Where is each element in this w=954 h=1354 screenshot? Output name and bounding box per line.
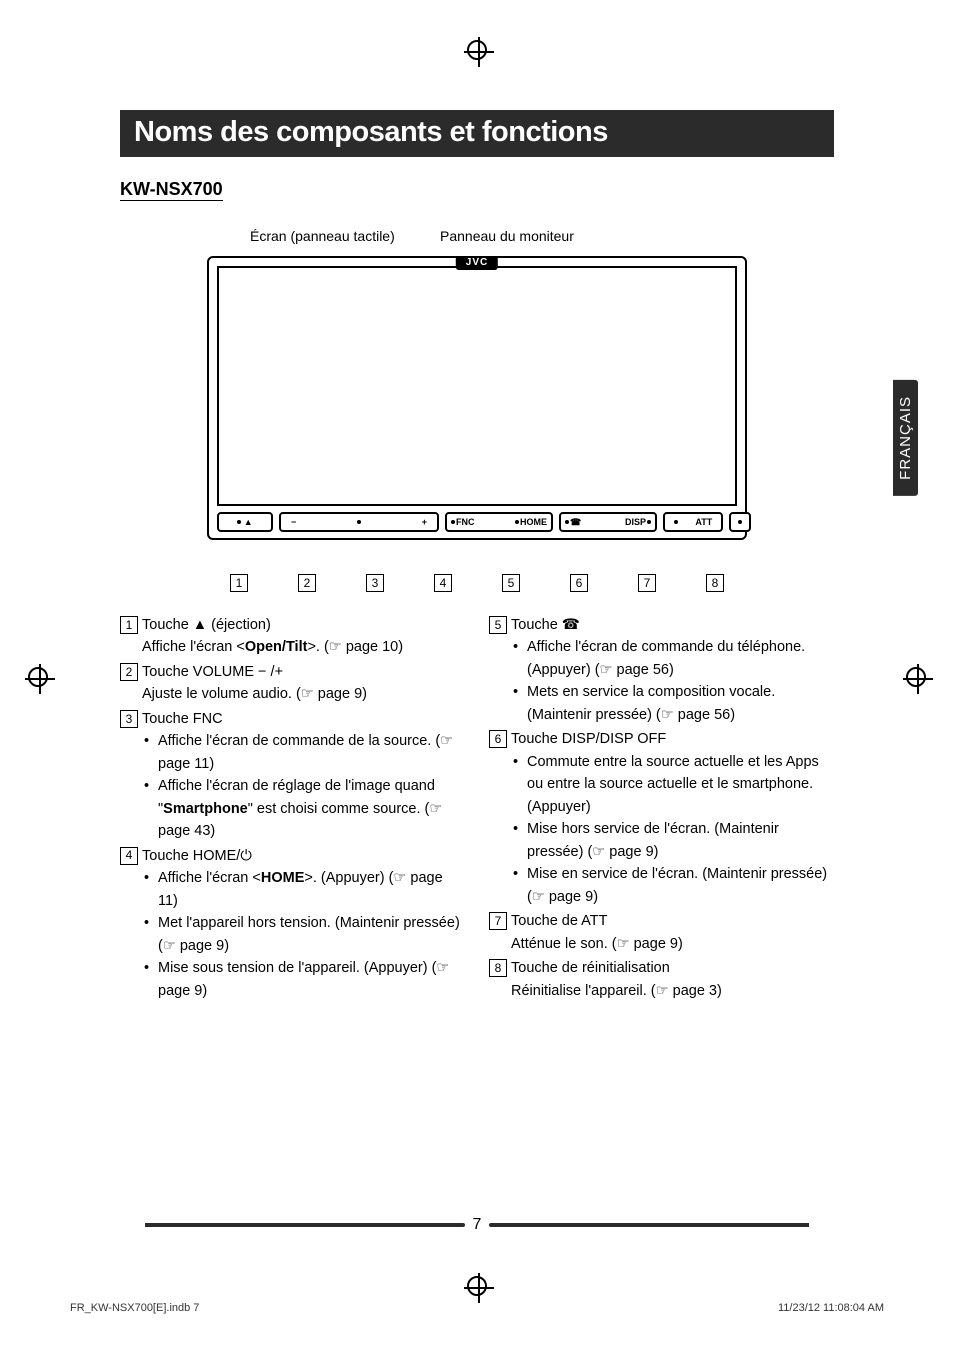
entry: 8Touche de réinitialisationRéinitialise … [489,957,834,1002]
entry-head: Touche DISP/DISP OFF [511,728,834,750]
entry-line: Réinitialise l'appareil. (☞ page 3) [511,980,834,1002]
rule-right [489,1223,809,1227]
right-column: 5Touche ☎Affiche l'écran de commande du … [489,612,834,1004]
entry: 3Touche FNCAffiche l'écran de commande d… [120,708,465,843]
page-number-bar: 7 [0,1216,954,1234]
entry-bullets: Commute entre la source actuelle et les … [511,751,834,908]
description-columns: 1Touche ▲ (éjection)Affiche l'écran <Ope… [120,612,834,1004]
entry: 6Touche DISP/DISP OFFCommute entre la so… [489,728,834,908]
callout-6: 6 [570,574,588,592]
entry: 2Touche VOLUME − /+Ajuste le volume audi… [120,661,465,706]
print-footer: FR_KW-NSX700[E].indb 7 11/23/12 11:08:04… [70,1302,884,1314]
entry-bullet: Affiche l'écran <HOME>. (Appuyer) (☞ pag… [142,867,465,912]
device-outline: JVC ▲ − + FNC HOME ☎ DISP ATT [207,256,747,540]
touch-screen [217,266,737,506]
button-row: ▲ − + FNC HOME ☎ DISP ATT [217,512,737,532]
entry-number: 1 [120,616,138,634]
rule-left [145,1223,465,1227]
entry-line: Ajuste le volume audio. (☞ page 9) [142,683,465,705]
entry-head: Touche HOME/⏻ [142,845,465,867]
model-heading: KW-NSX700 [120,179,223,201]
entry: 5Touche ☎Affiche l'écran de commande du … [489,614,834,726]
panel-label: Panneau du moniteur [440,228,574,244]
page-content: Noms des composants et fonctions KW-NSX7… [120,110,834,1244]
registration-mark-top [467,40,487,60]
callout-numbers: 1 2 3 4 5 6 7 8 [120,574,834,592]
entry-bullet: Affiche l'écran de commande de la source… [142,730,465,775]
page-number: 7 [473,1216,482,1234]
registration-mark-right [906,667,926,687]
entry-body: Touche FNCAffiche l'écran de commande de… [142,708,465,843]
phone-disp-button: ☎ DISP [559,512,657,532]
entry-body: Touche DISP/DISP OFFCommute entre la sou… [511,728,834,908]
att-button: ATT [663,512,723,532]
callout-2: 2 [298,574,316,592]
entry-head: Touche de ATT [511,910,834,932]
entry-number: 4 [120,847,138,865]
page-title: Noms des composants et fonctions [120,110,834,157]
registration-mark-left [28,667,48,687]
entry-head: Touche VOLUME − /+ [142,661,465,683]
entry-bullet: Affiche l'écran de commande du téléphone… [511,636,834,681]
entry-bullets: Affiche l'écran de commande de la source… [142,730,465,842]
entry: 4Touche HOME/⏻Affiche l'écran <HOME>. (A… [120,845,465,1002]
language-tab: FRANÇAIS [893,380,918,496]
entry: 7Touche de ATTAtténue le son. (☞ page 9) [489,910,834,955]
callout-8: 8 [706,574,724,592]
entry-number: 8 [489,959,507,977]
entry-body: Touche HOME/⏻Affiche l'écran <HOME>. (Ap… [142,845,465,1002]
entry-number: 3 [120,710,138,728]
left-column: 1Touche ▲ (éjection)Affiche l'écran <Ope… [120,612,465,1004]
entry-head: Touche de réinitialisation [511,957,834,979]
entry-number: 2 [120,663,138,681]
callout-7: 7 [638,574,656,592]
entry-bullet: Mise en service de l'écran. (Maintenir p… [511,863,834,908]
eject-button: ▲ [217,512,273,532]
entry-bullets: Affiche l'écran <HOME>. (Appuyer) (☞ pag… [142,867,465,1002]
entry: 1Touche ▲ (éjection)Affiche l'écran <Ope… [120,614,465,659]
entry-number: 7 [489,912,507,930]
entry-bullet: Mise hors service de l'écran. (Maintenir… [511,818,834,863]
entry-head: Touche FNC [142,708,465,730]
entry-body: Touche de réinitialisationRéinitialise l… [511,957,834,1002]
entry-line: Affiche l'écran <Open/Tilt>. (☞ page 10) [142,636,465,658]
registration-mark-bottom [467,1276,487,1296]
entry-line: Atténue le son. (☞ page 9) [511,933,834,955]
entry-bullet: Mise sous tension de l'appareil. (Appuye… [142,957,465,1002]
callout-1: 1 [230,574,248,592]
callout-3: 3 [366,574,384,592]
callout-5: 5 [502,574,520,592]
fnc-home-button: FNC HOME [445,512,553,532]
entry-body: Touche VOLUME − /+Ajuste le volume audio… [142,661,465,706]
footer-right: 11/23/12 11:08:04 AM [778,1302,884,1314]
volume-button: − + [279,512,439,532]
screen-label: Écran (panneau tactile) [250,228,395,244]
entry-bullet: Commute entre la source actuelle et les … [511,751,834,818]
entry-body: Touche ☎Affiche l'écran de commande du t… [511,614,834,726]
brand-badge: JVC [456,256,498,270]
entry-bullet: Mets en service la composition vocale. (… [511,681,834,726]
callout-4: 4 [434,574,452,592]
entry-body: Touche de ATTAtténue le son. (☞ page 9) [511,910,834,955]
entry-body: Touche ▲ (éjection)Affiche l'écran <Open… [142,614,465,659]
entry-head: Touche ▲ (éjection) [142,614,465,636]
entry-bullets: Affiche l'écran de commande du téléphone… [511,636,834,726]
entry-number: 6 [489,730,507,748]
footer-left: FR_KW-NSX700[E].indb 7 [70,1302,199,1314]
reset-button [729,512,751,532]
entry-head: Touche ☎ [511,614,834,636]
entry-bullet: Affiche l'écran de réglage de l'image qu… [142,775,465,842]
device-diagram: Écran (panneau tactile) Panneau du monit… [120,228,834,592]
entry-bullet: Met l'appareil hors tension. (Maintenir … [142,912,465,957]
entry-number: 5 [489,616,507,634]
